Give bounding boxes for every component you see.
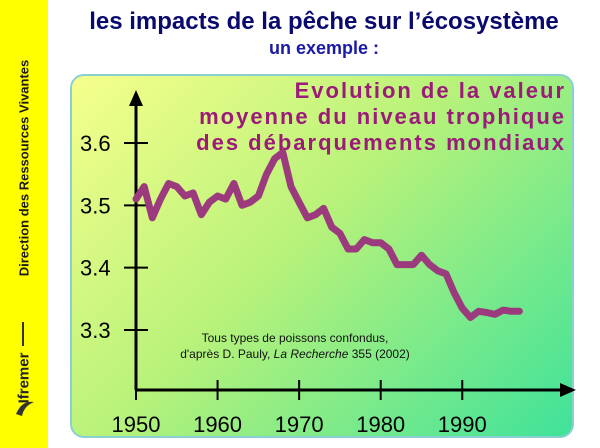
annotation-prefix: d'après D. Pauly, <box>180 347 274 361</box>
x-tick-label: 1990 <box>438 412 487 437</box>
chart-ticks: 3.3 3.4 3.5 3.6 1950 1960 1970 1980 1990 <box>80 131 487 437</box>
y-axis-arrow <box>129 90 143 106</box>
annotation-line-1: Tous types de poissons confondus, <box>201 331 389 345</box>
x-tick-label: 1950 <box>112 412 161 437</box>
x-tick-label: 1980 <box>356 412 405 437</box>
y-tick-label: 3.3 <box>80 318 111 343</box>
x-axis-arrow <box>560 383 576 397</box>
chart-panel <box>70 74 574 438</box>
logo-divider <box>22 322 24 346</box>
page-title: les impacts de la pêche sur l’écosystème <box>89 8 559 35</box>
page-subtitle: un exemple : <box>268 38 380 58</box>
y-tick-label: 3.5 <box>80 193 111 218</box>
chart-axes <box>129 90 576 397</box>
annotation-journal: La Recherche <box>273 347 349 361</box>
annotation-suffix: 355 (2002) <box>348 347 410 361</box>
x-tick-label: 1970 <box>275 412 324 437</box>
chart-series <box>132 148 523 321</box>
ifremer-wave-icon <box>16 401 34 416</box>
sidebar <box>0 0 48 448</box>
chart-title-text: Evolution de la valeur moyenne du niveau… <box>196 78 566 155</box>
chart-title: Evolution de la valeur moyenne du niveau… <box>196 78 566 156</box>
y-tick-label: 3.4 <box>80 256 111 281</box>
x-tick-label: 1960 <box>193 412 242 437</box>
annotation-line-2: d'après D. Pauly, La Recherche 355 (2002… <box>150 346 440 362</box>
chart-annotation: Tous types de poissons confondus, d'aprè… <box>150 330 440 362</box>
y-tick-label: 3.6 <box>80 131 111 156</box>
series-line <box>132 148 523 321</box>
